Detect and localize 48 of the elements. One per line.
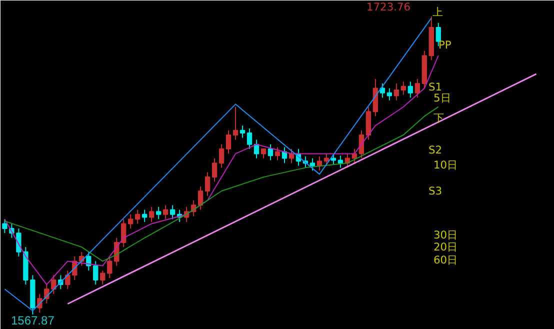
candlestick — [310, 158, 316, 172]
candlestick — [156, 206, 162, 220]
candlestick — [366, 106, 372, 140]
annotation: 5日 — [434, 92, 452, 104]
candlestick — [218, 144, 224, 168]
candlestick — [121, 218, 126, 248]
candlestick — [128, 214, 134, 230]
candlestick — [338, 155, 344, 168]
annotation: 30日 — [434, 228, 458, 242]
candlestick — [135, 209, 140, 224]
candlestick — [240, 125, 246, 138]
annotation: 10日 — [434, 158, 458, 172]
candlestick — [226, 130, 232, 154]
annotation: 60日 — [434, 254, 458, 266]
candlestick — [436, 22, 441, 47]
candlestick — [232, 106, 238, 140]
candlestick — [93, 260, 98, 286]
candlestick — [260, 148, 266, 159]
annotation: S1 — [428, 80, 442, 94]
annotation: S3 — [428, 184, 442, 198]
candlestick — [162, 204, 168, 220]
annotation: 20日 — [434, 240, 458, 254]
annotation: 下 — [434, 112, 444, 124]
candlestick — [142, 209, 148, 222]
candlestick — [107, 256, 112, 279]
candlestick — [100, 270, 106, 286]
candlestick — [204, 172, 210, 196]
candlestick — [2, 218, 8, 234]
candlestick — [212, 158, 218, 182]
annotation: 1723.76 — [366, 0, 411, 14]
candlestick — [408, 81, 414, 98]
annotation: 1567.87 — [10, 313, 55, 328]
candlestick — [414, 78, 420, 98]
candlestick — [37, 293, 42, 314]
candlestick — [170, 204, 176, 220]
candlestick — [394, 83, 400, 101]
candlestick — [386, 88, 392, 101]
annotation: PP — [438, 38, 452, 52]
candlestick — [316, 156, 322, 172]
candlestick — [198, 186, 204, 210]
candlestick — [274, 146, 280, 161]
annotation: S2 — [428, 144, 442, 156]
candlestick — [400, 81, 406, 96]
candlestick — [246, 128, 252, 150]
annotation: 上 — [432, 6, 444, 18]
candlestick — [16, 228, 22, 257]
candlestick — [148, 206, 154, 222]
candlestick — [268, 144, 274, 161]
